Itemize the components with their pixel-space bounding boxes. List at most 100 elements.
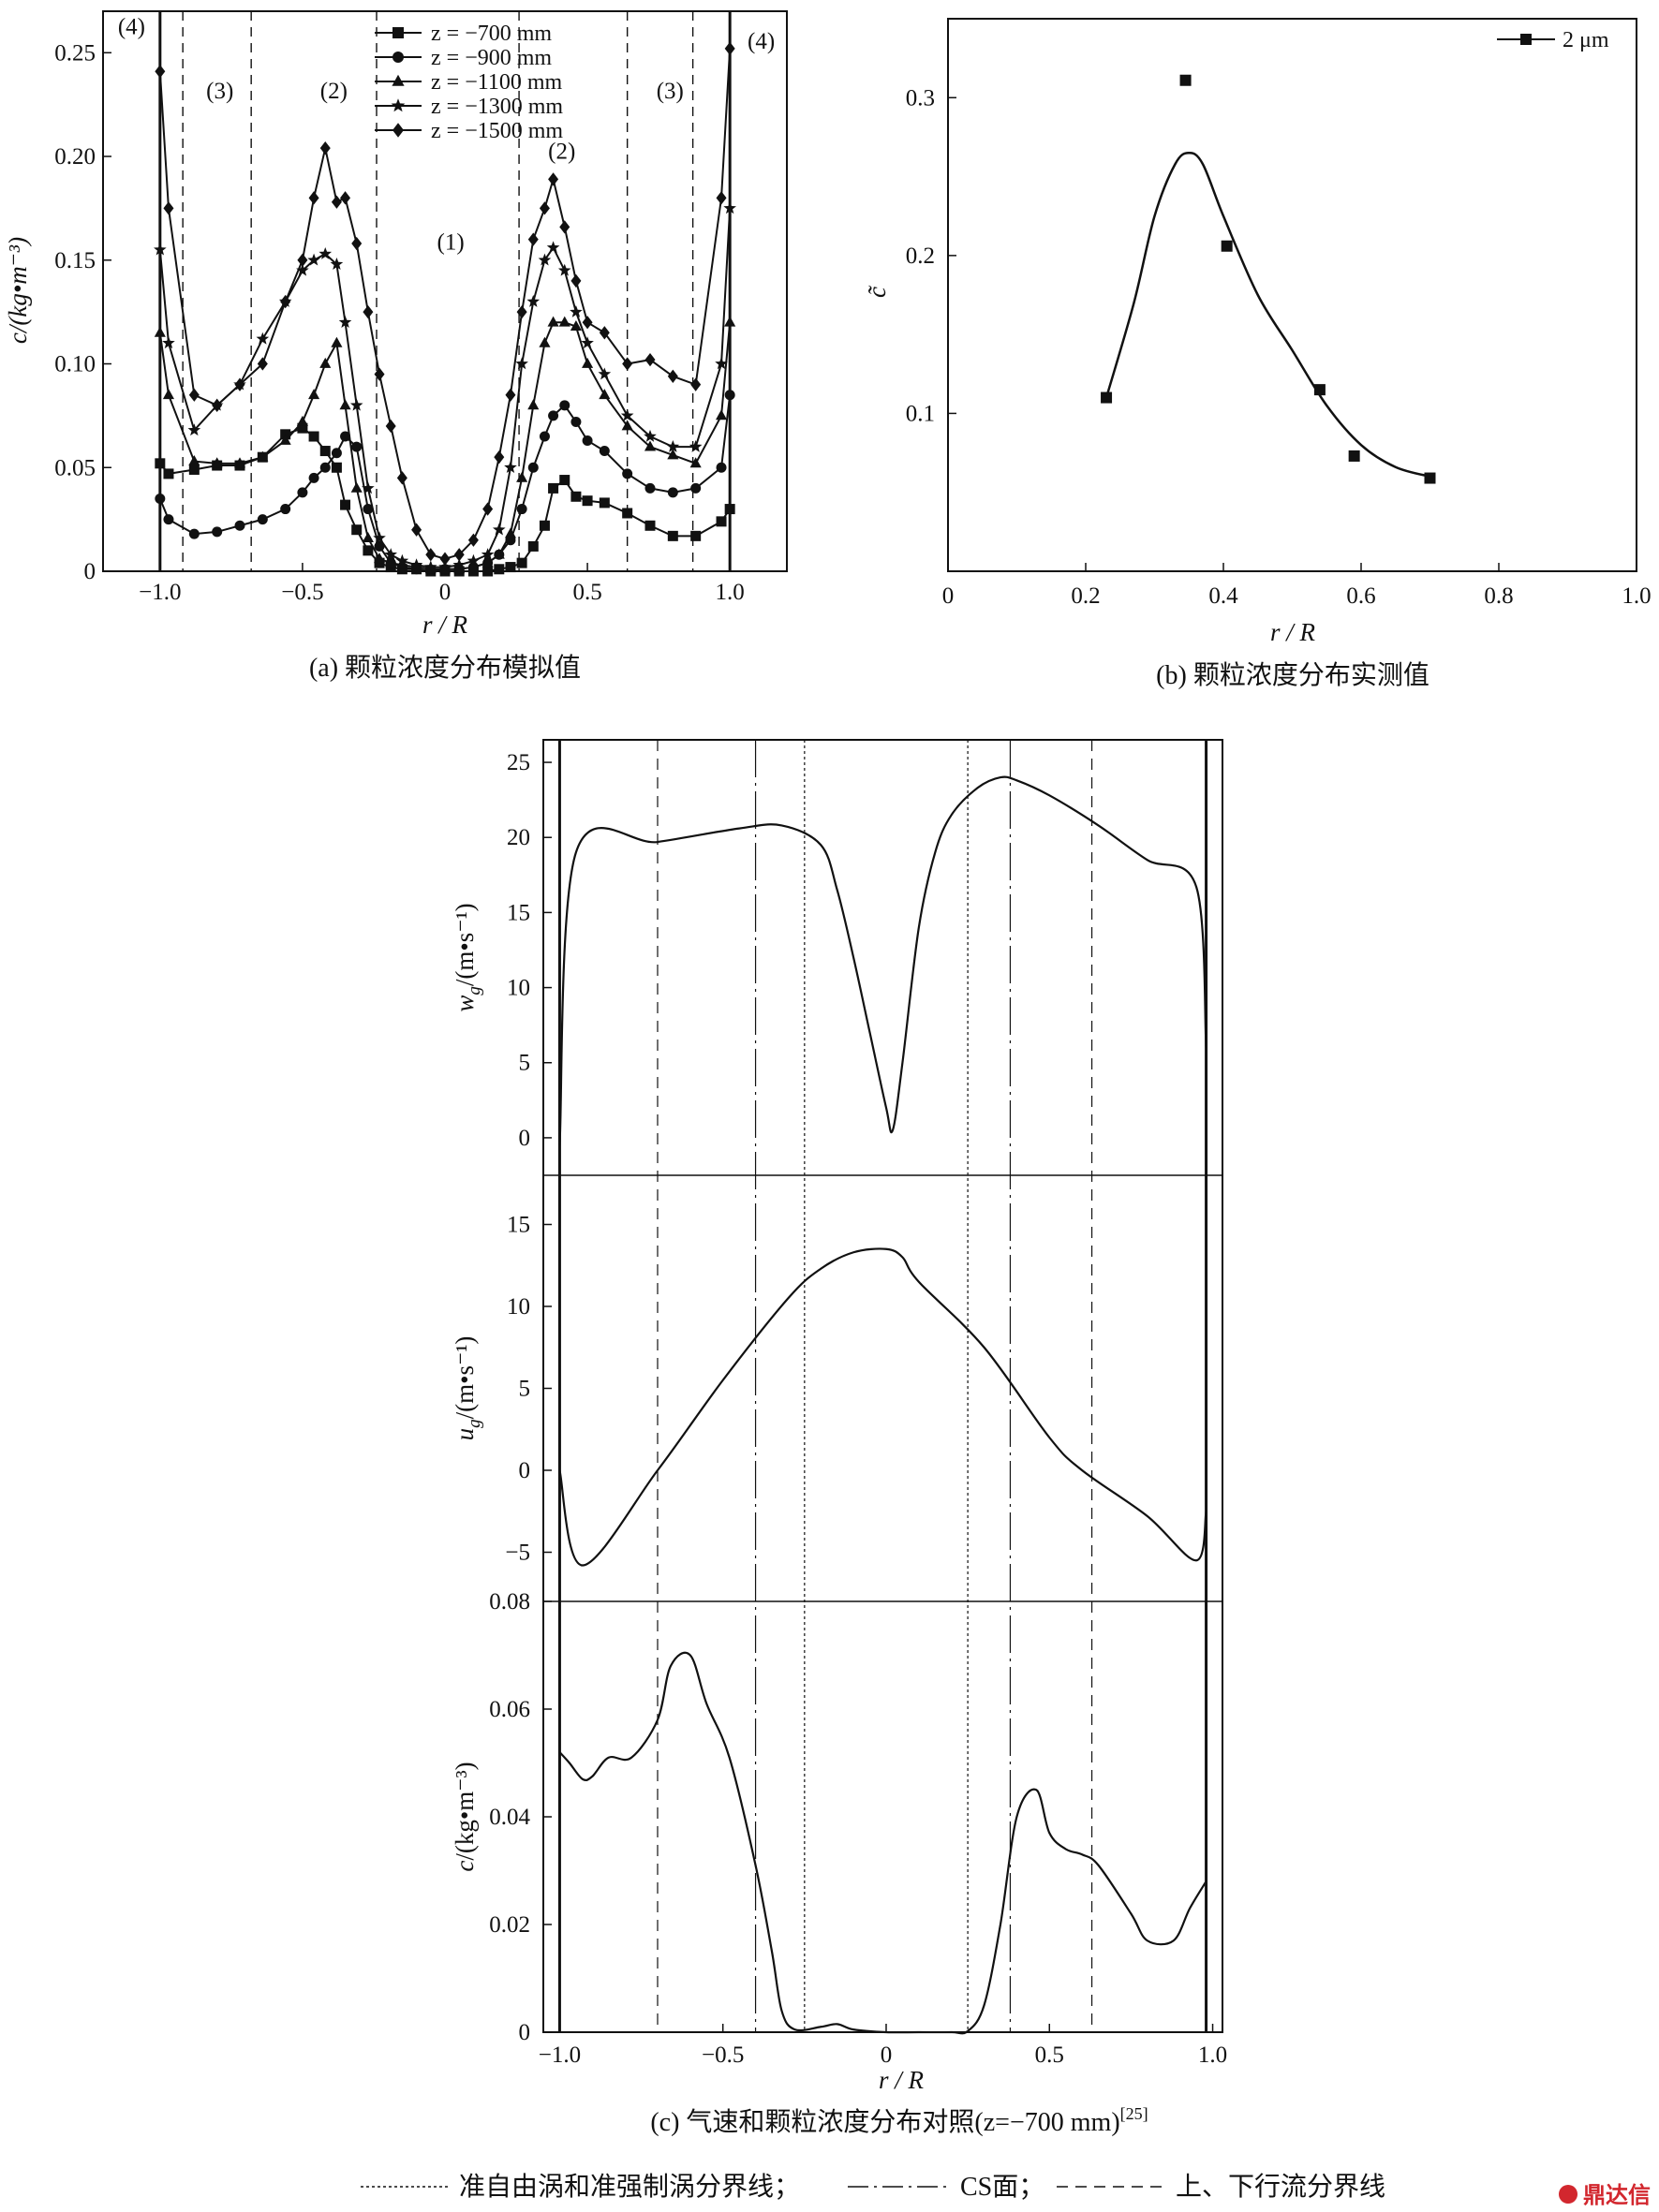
chart-b-xtick-label: 0.4	[1208, 583, 1238, 609]
legend-dotted-label: 准自由涡和准强制涡分界线；	[459, 2172, 800, 2202]
chart-a-point	[581, 336, 594, 349]
chart-a-region-label: (2)	[320, 79, 348, 104]
chart-a-point	[373, 531, 386, 544]
chart-b-xtick-label: 0	[942, 583, 955, 609]
chart-a-point	[467, 560, 480, 571]
chart-c-xlabel: r / R	[879, 2066, 925, 2094]
chart-a-point	[187, 423, 201, 436]
chart-a-legend-label: z = −1300 mm	[431, 95, 563, 119]
chart-b-ytick-label: 0.1	[906, 401, 935, 426]
chart-a-region-label: (3)	[657, 79, 684, 104]
chart-c-ylabel-subscript: g	[465, 986, 484, 995]
chart-a-point	[724, 504, 735, 515]
chart-b-xtick-label: 0.8	[1484, 583, 1513, 609]
chart-a-point	[308, 389, 320, 400]
chart-a-point	[318, 246, 333, 259]
chart-a-point	[582, 316, 593, 330]
chart-a-point	[516, 504, 527, 515]
chart-a-point	[296, 263, 309, 276]
chart-b-point	[1101, 391, 1113, 404]
chart-c-series	[558, 775, 1207, 2035]
chart-a-point	[548, 410, 559, 421]
chart-a-point	[716, 191, 727, 205]
chart-a-point	[526, 294, 541, 307]
chart-a-point	[349, 398, 363, 411]
chart-a-point	[539, 201, 550, 215]
chart-a-point	[667, 530, 678, 541]
chart-a-point	[163, 201, 174, 215]
chart-a-series-line	[158, 394, 732, 573]
chart-a-ytick-label: 0.10	[54, 352, 96, 377]
chart-a-point	[279, 434, 291, 445]
chart-a-point	[395, 553, 409, 567]
chart-a-point	[622, 357, 633, 371]
chart-a-point	[467, 533, 479, 547]
chart-a-legend: z = −700 mmz = −900 mmz = −1100 mmz = −1…	[375, 22, 563, 143]
chart-a-point	[504, 461, 517, 474]
chart-a-region-label: (1)	[437, 230, 465, 256]
chart-c-ytick-label: 10	[507, 1294, 530, 1320]
chart-a-point	[527, 232, 539, 246]
chart-c-caption: (c) 气速和颗粒浓度分布对照(z=−700 mm)[25]	[650, 2104, 1148, 2137]
chart-a-point	[527, 399, 540, 410]
chart-b-caption: (b) 颗粒浓度分布实测值	[1156, 660, 1429, 690]
chart-a-legend-marker	[391, 98, 406, 112]
chart-a-series-line	[158, 208, 732, 568]
chart-c-caption-ref: [25]	[1120, 2104, 1148, 2123]
chart-c-ytick-label: 0.02	[489, 1912, 530, 1938]
chart-a-point	[319, 357, 332, 368]
chart-b-frame	[947, 18, 1637, 572]
chart-a-point	[570, 320, 582, 332]
chart-a-point	[644, 520, 656, 531]
chart-a-point	[559, 400, 570, 411]
chart-a-region-label: (3)	[206, 79, 233, 104]
chart-a-point	[256, 332, 270, 345]
chart-a-point	[425, 548, 437, 562]
chart-a-point	[515, 357, 528, 370]
chart-a-point	[212, 526, 223, 538]
chart-b-ytick-label: 0.2	[906, 243, 935, 269]
chart-c-boundaries	[557, 740, 1208, 2032]
chart-a-point	[351, 236, 363, 251]
chart-a-ytick-label: 0.15	[54, 248, 96, 273]
chart-a-point	[439, 552, 451, 566]
chart-c-ytick-label: 25	[507, 750, 530, 775]
chart-a-point	[155, 493, 166, 504]
watermark: 鼎达信	[1559, 2182, 1651, 2208]
chart-a-point	[308, 472, 319, 483]
legend-dashdot-label: CS面；	[960, 2173, 1044, 2202]
chart-a-point	[363, 304, 374, 319]
chart-a-point	[374, 367, 385, 381]
chart-a-point	[162, 389, 175, 400]
chart-a-point	[453, 548, 465, 562]
chart-c-ticks: −1.0 −0.5 0 0.5 1.0 0 5 10 15 20 25 −5 0 5 10 15 0 0.02 0.…	[489, 750, 1227, 2068]
chart-a-legend-marker	[393, 123, 404, 138]
chart-c-xtick-label: −0.5	[702, 2042, 744, 2068]
chart-a-legend-label: z = −900 mm	[431, 46, 552, 70]
chart-a-point	[539, 431, 550, 442]
chart-a-legend-label: z = −1100 mm	[431, 70, 563, 95]
chart-b-legend-label: 2 μm	[1563, 28, 1609, 52]
chart-a-point	[339, 399, 351, 410]
chart-a-xtick-label: 0	[439, 580, 452, 605]
chart-a-point	[621, 420, 633, 431]
chart-a-point	[155, 65, 166, 79]
chart-a-legend-marker	[393, 52, 404, 63]
chart-c-ylabel-c: c/(kg•m⁻³)	[451, 1762, 479, 1871]
legend-dashed-label: 上、下行流分界线	[1176, 2172, 1385, 2202]
chart-c-ylabel-subscript: g	[465, 1419, 484, 1428]
chart-c-caption-main: (c) 气速和颗粒浓度分布对照(z=−700 mm)	[650, 2107, 1119, 2137]
chart-b-xlabel: r / R	[1270, 618, 1316, 646]
chart-c-xtick-label: 1.0	[1198, 2042, 1227, 2068]
chart-c-ytick-label: 0	[519, 2020, 531, 2045]
chart-a-point	[505, 562, 516, 573]
chart-c-ytick-label: 10	[507, 976, 530, 1001]
chart-b: 0 0.2 0.4 0.6 0.8 1.00.10.20.3 2 μm r / R c̃ …	[863, 18, 1652, 690]
chart-a-point	[644, 440, 657, 451]
chart-c-ytick-label: 5	[519, 1051, 531, 1076]
chart-b-xtick-label: 0.6	[1346, 583, 1375, 609]
chart-a-point	[385, 556, 397, 568]
chart-a-region-label: (4)	[118, 14, 145, 39]
chart-a-point	[715, 409, 728, 420]
